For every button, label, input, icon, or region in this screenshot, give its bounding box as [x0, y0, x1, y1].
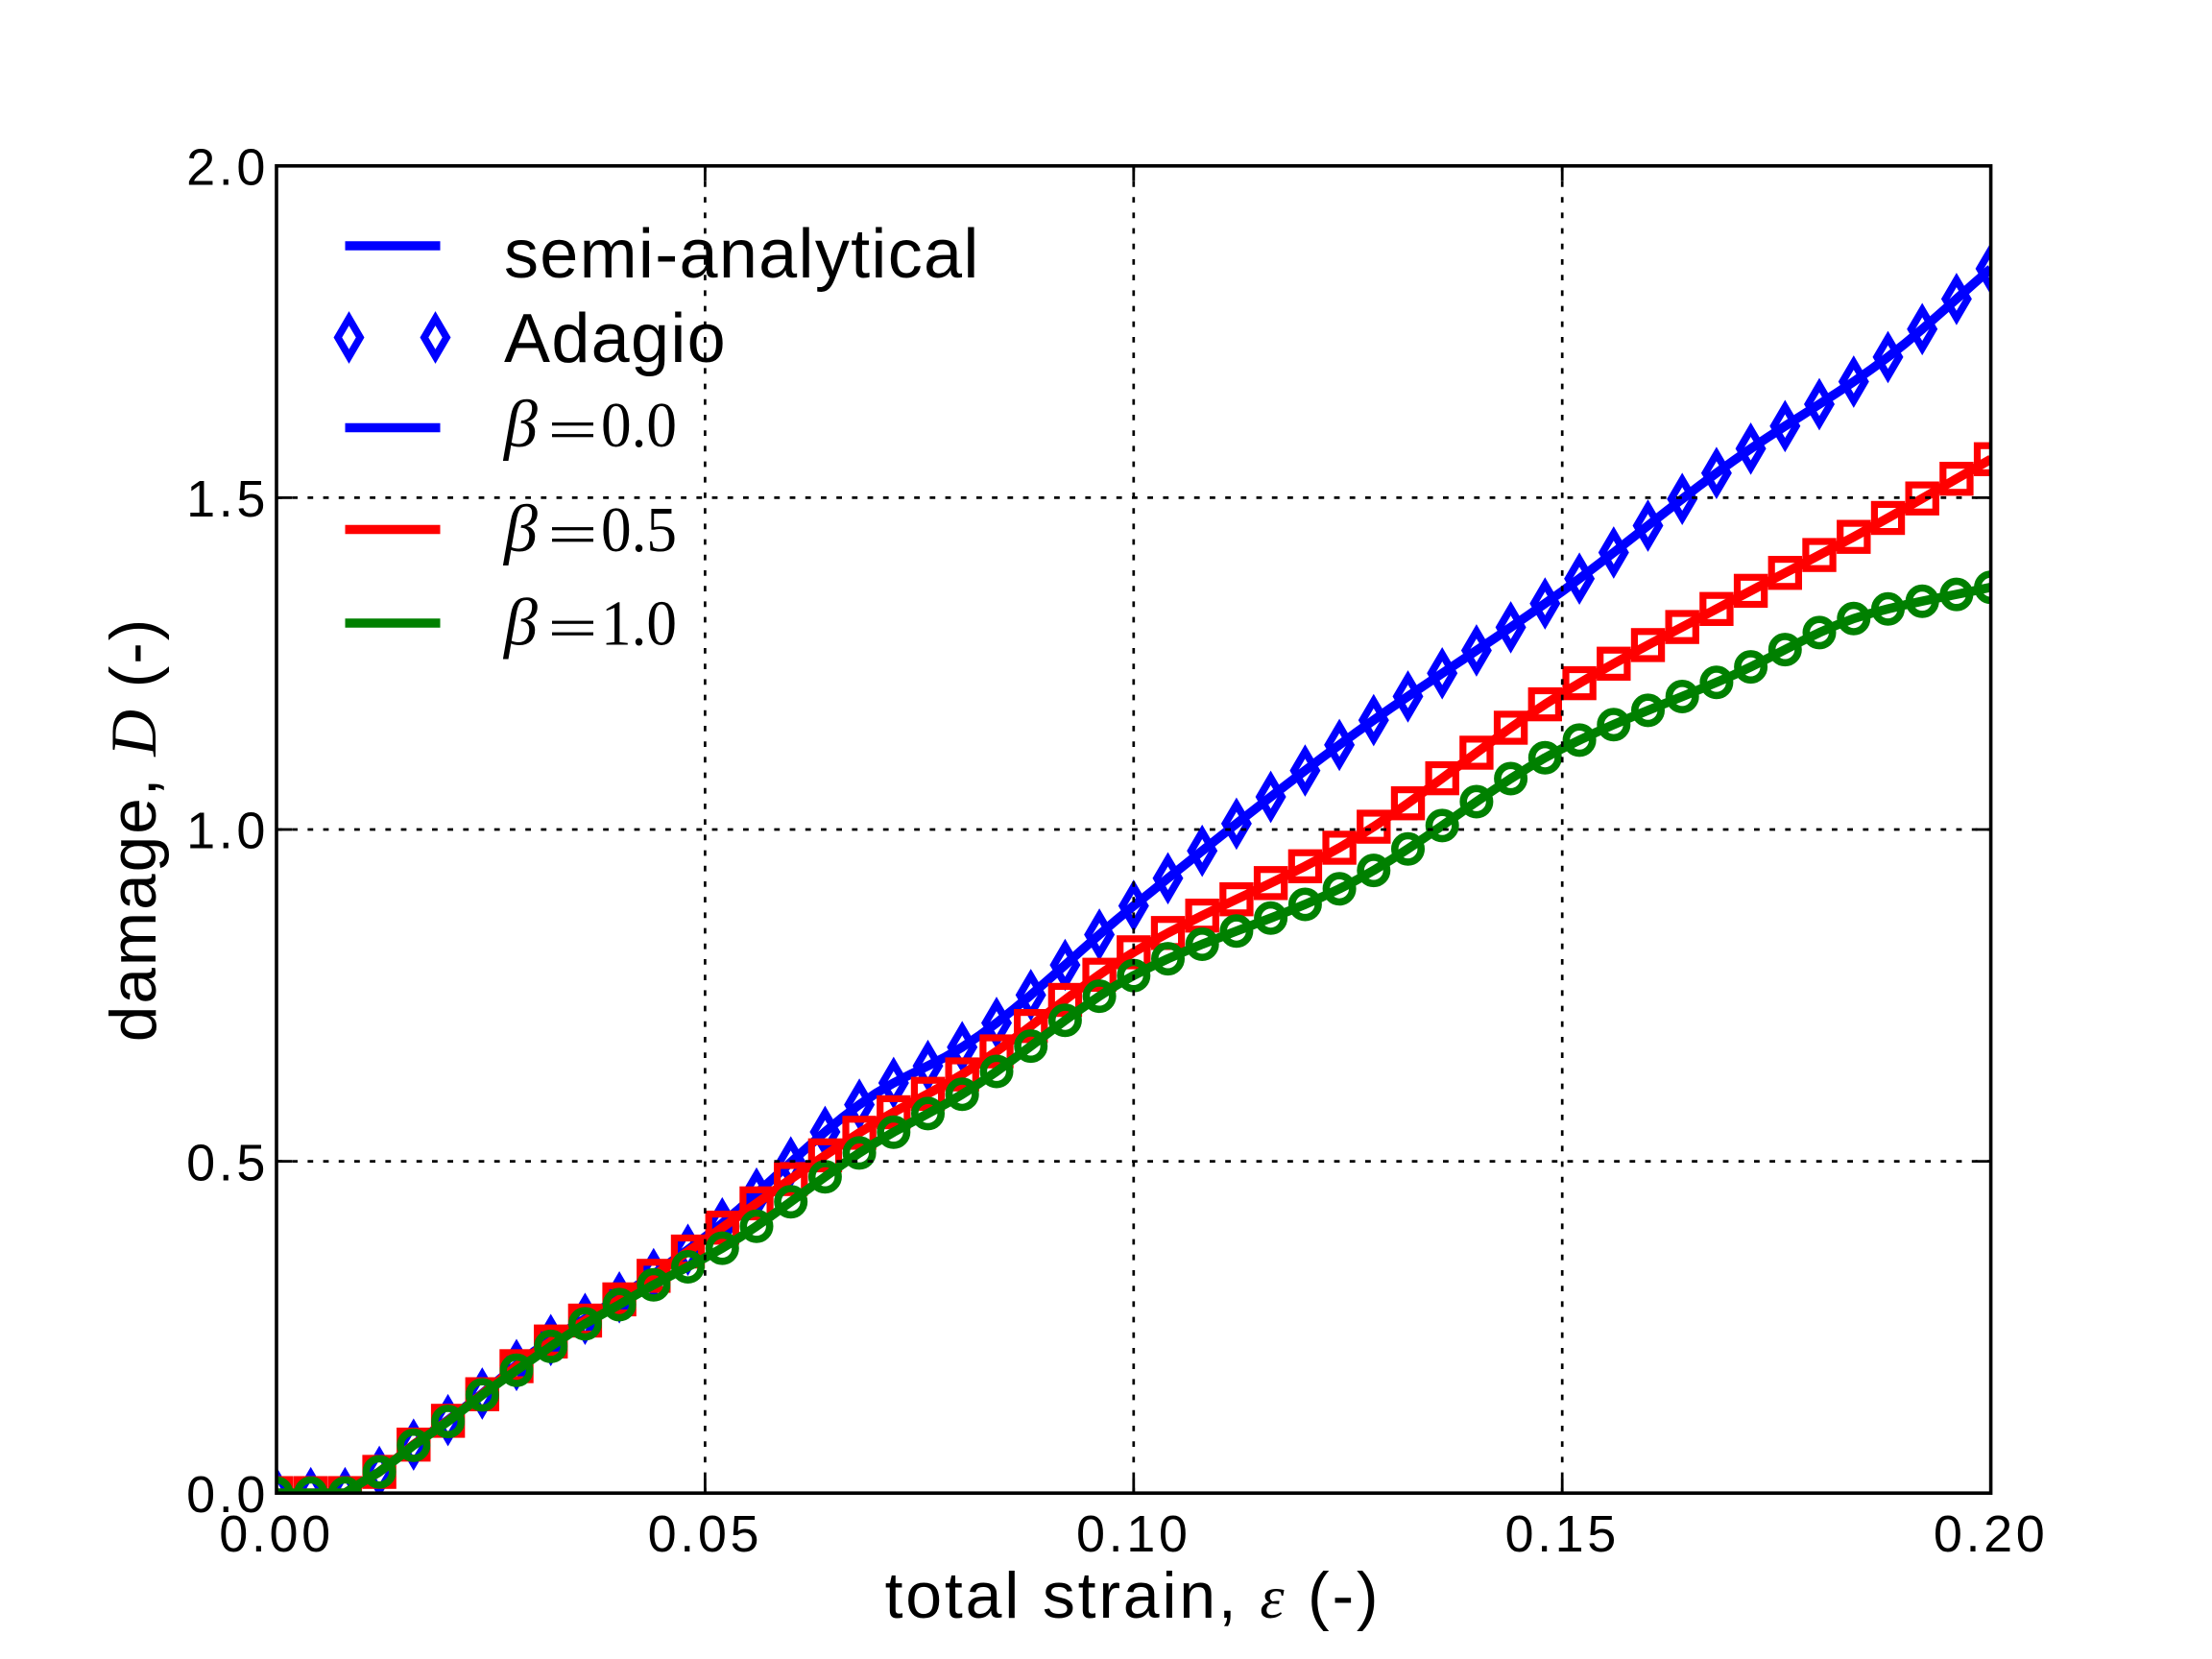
svg-text:total strain, ε (-): total strain, ε (-)	[885, 1559, 1382, 1632]
svg-text:0.0: 0.0	[186, 1466, 269, 1524]
svg-text:Adagio: Adagio	[504, 301, 727, 377]
svg-text:1.5: 1.5	[186, 470, 269, 528]
svg-text:0.15: 0.15	[1504, 1505, 1620, 1563]
svg-text:0.00: 0.00	[219, 1505, 334, 1563]
svg-text:0.5: 0.5	[601, 494, 677, 565]
svg-text:0.20: 0.20	[1934, 1505, 2049, 1563]
svg-text:0.0: 0.0	[601, 390, 677, 461]
svg-text:0.10: 0.10	[1076, 1505, 1191, 1563]
svg-text:0.05: 0.05	[648, 1505, 763, 1563]
svg-text:1.0: 1.0	[186, 803, 269, 860]
svg-text:β: β	[502, 493, 538, 566]
svg-text:2.0: 2.0	[186, 139, 269, 197]
svg-text:damage, D (-): damage, D (-)	[98, 617, 170, 1042]
svg-text:β: β	[502, 388, 538, 462]
svg-text:1.0: 1.0	[601, 589, 677, 660]
svg-text:β: β	[502, 587, 538, 661]
svg-text:0.5: 0.5	[186, 1134, 269, 1191]
svg-text:semi-analytical: semi-analytical	[504, 216, 980, 293]
